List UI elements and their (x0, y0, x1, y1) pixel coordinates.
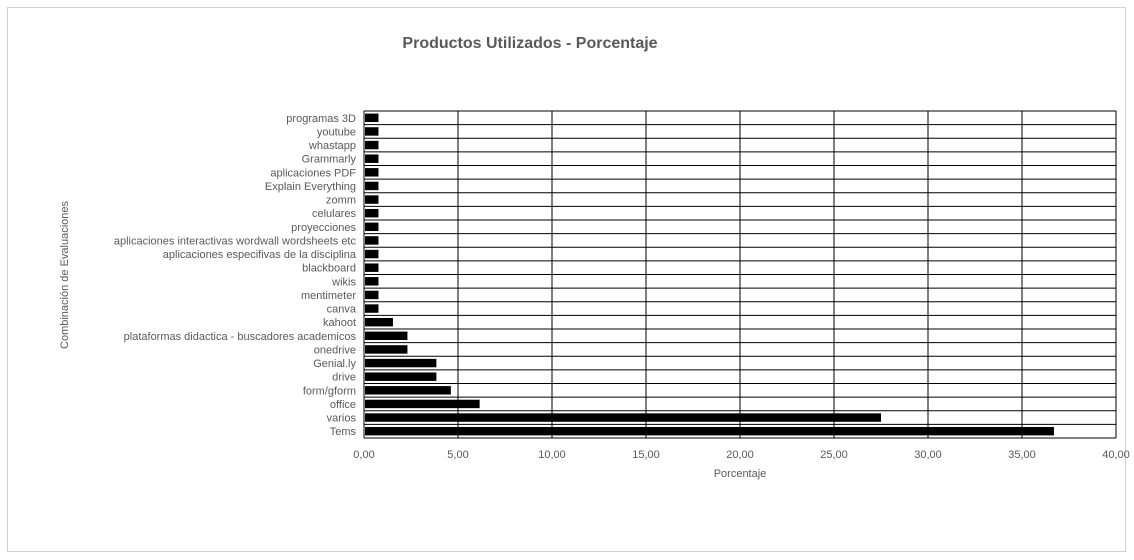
bar (365, 113, 379, 123)
bar (365, 127, 379, 136)
gridlines (363, 110, 1117, 439)
x-tick-label: 35,00 (1008, 449, 1036, 461)
bar (365, 317, 393, 327)
x-tick-label: 40,00 (1102, 449, 1130, 461)
bar (365, 195, 379, 204)
bar (365, 426, 1054, 436)
bar (365, 304, 379, 313)
bar (365, 386, 451, 395)
category-label: onedrive (314, 344, 356, 356)
bar (365, 249, 379, 259)
bar (365, 236, 379, 245)
category-label: kahoot (323, 317, 356, 329)
category-label: celulares (312, 208, 357, 220)
category-label: plataformas didactica - buscadores acade… (124, 331, 357, 343)
bar (365, 358, 437, 368)
category-label: zomm (326, 195, 356, 207)
bar (365, 140, 379, 150)
category-labels: programas 3DyoutubewhastappGrammarlyapli… (114, 113, 357, 438)
x-tick-label: 10,00 (538, 449, 566, 461)
category-label: office (330, 399, 356, 411)
chart-title: Productos Utilizados - Porcentaje (402, 35, 657, 52)
category-label: Genial.ly (313, 358, 356, 370)
bar (365, 222, 379, 232)
chart-frame (7, 7, 1126, 552)
bar (365, 413, 881, 422)
category-label: aplicaciones PDF (270, 167, 356, 179)
bar (365, 372, 437, 381)
category-label: varios (327, 413, 357, 425)
category-label: Grammarly (302, 154, 357, 166)
category-label: whastapp (308, 140, 356, 152)
category-label: blackboard (302, 263, 356, 275)
x-tick-labels: 0,00 5,00 10,00 15,00 20,00 25,00 30,00 35,00 40… (353, 449, 1129, 461)
category-label: form/gform (303, 385, 356, 397)
x-tick-label: 15,00 (632, 449, 660, 461)
category-label: youtube (317, 126, 356, 138)
bar (365, 181, 379, 191)
x-axis-label: Porcentaje (714, 468, 767, 480)
category-label: drive (332, 372, 356, 384)
bar (365, 208, 379, 218)
bar (365, 290, 379, 300)
x-tick-label: 20,00 (726, 449, 754, 461)
x-tick-label: 30,00 (914, 449, 942, 461)
category-label: Explain Everything (265, 181, 356, 193)
category-label: aplicaciones especifivas de la disciplin… (163, 249, 357, 261)
category-label: canva (327, 304, 357, 316)
x-tick-label: 25,00 (820, 449, 848, 461)
y-axis-label: Combinación de Evaluaciones (59, 201, 71, 349)
bar (365, 154, 379, 163)
bar (365, 263, 379, 272)
x-tick-label: 0,00 (353, 449, 374, 461)
category-label: wikis (331, 276, 356, 288)
category-label: aplicaciones interactivas wordwall words… (114, 235, 357, 247)
bar (365, 345, 408, 354)
bar (365, 168, 379, 177)
category-label: mentimeter (301, 290, 356, 302)
bars (365, 113, 1054, 436)
bar (365, 331, 408, 341)
category-label: programas 3D (286, 113, 356, 125)
bar (365, 399, 480, 409)
category-label: Tems (330, 426, 357, 438)
category-label: proyecciones (291, 222, 356, 234)
bar (365, 277, 379, 286)
x-tick-label: 5,00 (447, 449, 468, 461)
